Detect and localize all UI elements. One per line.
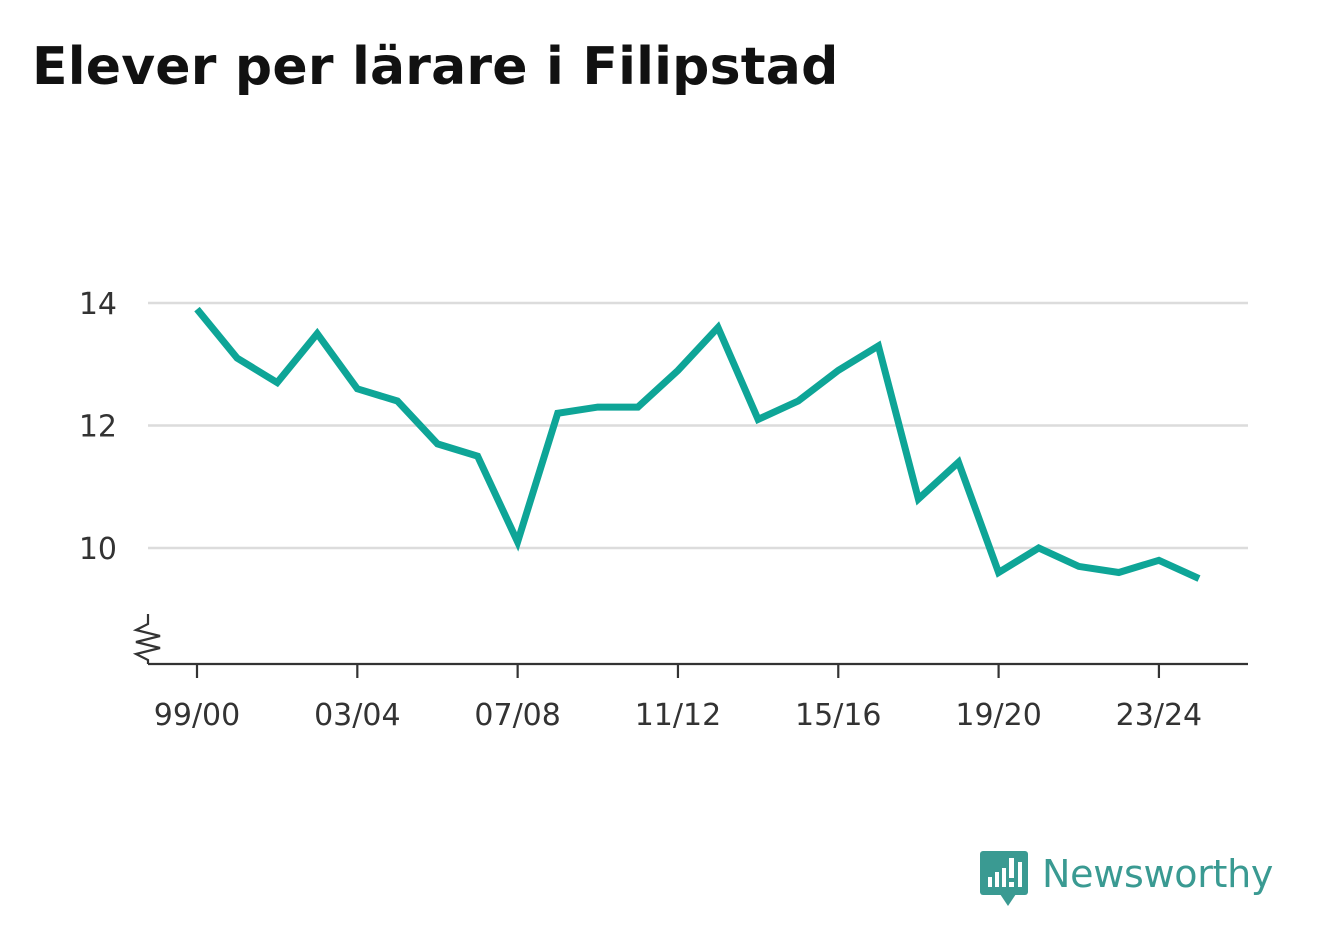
y-axis-ticks: 10 12 14 bbox=[79, 287, 117, 567]
y-tick-label: 12 bbox=[79, 410, 117, 445]
newsworthy-brand: Newsworthy bbox=[980, 848, 1273, 912]
x-tick-label: 11/12 bbox=[635, 698, 721, 733]
newsworthy-logo-icon bbox=[980, 851, 1028, 906]
gridlines bbox=[148, 301, 1248, 550]
x-tick-label: 03/04 bbox=[314, 698, 400, 733]
x-tick-label: 15/16 bbox=[795, 698, 881, 733]
series-line-0 bbox=[194, 306, 1201, 582]
series-layer bbox=[194, 306, 1201, 582]
x-tick-label: 19/20 bbox=[955, 698, 1041, 733]
x-tick-label: 99/00 bbox=[154, 698, 240, 733]
y-axis-break-icon bbox=[132, 614, 161, 664]
x-tick-label: 23/24 bbox=[1116, 698, 1202, 733]
y-tick-label: 14 bbox=[79, 287, 117, 322]
brand-name: Newsworthy bbox=[1042, 852, 1274, 896]
y-tick-label: 10 bbox=[79, 532, 117, 567]
x-axis: 99/00 03/04 07/08 11/12 15/16 19/20 23/24 bbox=[132, 614, 1248, 733]
x-tick-label: 07/08 bbox=[474, 698, 560, 733]
chart-title: Elever per lärare i Filipstad bbox=[32, 37, 839, 97]
